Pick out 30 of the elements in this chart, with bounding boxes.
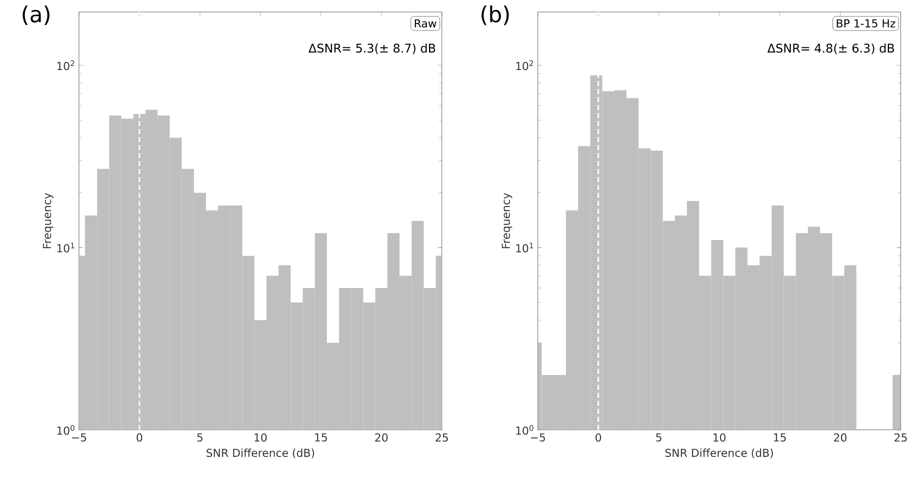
x-axis-title: SNR Difference (dB) <box>665 448 773 458</box>
x-tick-label: −5 <box>530 433 545 442</box>
x-tick-label: 5 <box>197 433 202 442</box>
y-tick-label: 10$^{0}$ <box>57 425 74 435</box>
x-tick-label: −5 <box>72 433 86 442</box>
x-tick-label: 10 <box>254 433 267 442</box>
y-axis-title: Frequency <box>43 193 54 248</box>
chart-title: (a) <box>22 6 50 26</box>
y-tick-label: 10$^{0}$ <box>516 425 534 435</box>
annotation: Raw <box>414 19 436 28</box>
annotation: BP 1-15 Hz <box>836 19 896 28</box>
x-tick-label: 5 <box>656 433 662 442</box>
annotation: ΔSNR= 5.3(± 8.7) dB <box>308 44 436 54</box>
x-tick-label: 25 <box>894 433 907 442</box>
x-tick-label: 0 <box>136 433 142 442</box>
x-tick-label: 10 <box>714 433 726 442</box>
y-axis-title: Frequency <box>502 193 512 248</box>
x-tick-label: 0 <box>596 433 602 442</box>
y-tick-label: 10$^{2}$ <box>516 60 534 70</box>
x-tick-label: 20 <box>375 433 388 442</box>
chart-title: (b) <box>482 6 509 26</box>
y-tick-label: 10$^{1}$ <box>516 242 534 252</box>
x-tick-label: 20 <box>834 433 846 442</box>
y-tick-label: 10$^{1}$ <box>57 242 74 252</box>
annotation: ΔSNR= 4.8(± 6.3) dB <box>767 44 894 54</box>
x-axis-title: SNR Difference (dB) <box>206 448 314 458</box>
x-tick-label: 15 <box>315 433 327 442</box>
x-tick-label: 25 <box>436 433 448 442</box>
x-tick-label: 15 <box>774 433 786 442</box>
y-tick-label: 10$^{2}$ <box>57 60 74 70</box>
